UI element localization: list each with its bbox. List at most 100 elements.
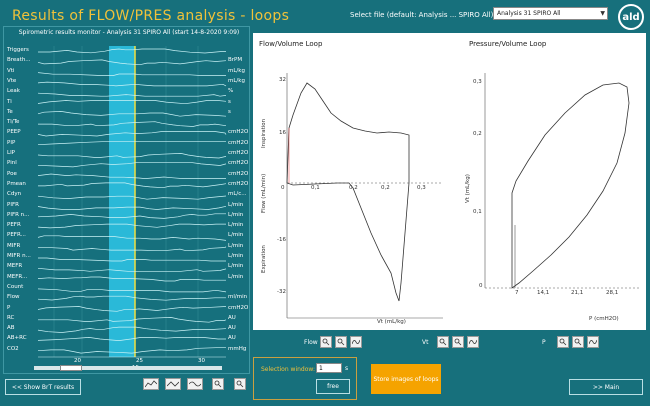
channel-label: MEFR... — [7, 273, 28, 280]
channel-label: AB — [7, 325, 15, 332]
inspiration-label: Inspiration — [261, 118, 267, 148]
file-select[interactable]: Analysis 31 SPIRO All ▼ — [493, 7, 608, 20]
channel-unit: AU — [228, 314, 236, 321]
file-select-value: Analysis 31 SPIRO All — [497, 10, 561, 17]
spirometric-monitor[interactable]: Spirometric results monitor - Analysis 3… — [3, 26, 250, 374]
channel-unit: BrPM — [228, 57, 243, 64]
expiration-label: Expiration — [261, 245, 267, 273]
channel-unit: L/min — [228, 273, 244, 280]
channel-unit: L/min — [228, 253, 244, 259]
logo-text: ald — [622, 11, 640, 23]
trace-view-1-button[interactable] — [143, 378, 159, 390]
flow-volume-plot — [286, 73, 443, 319]
trace-view-2-button[interactable] — [165, 378, 181, 390]
channel-unit: L/min — [228, 211, 244, 218]
select-file-label: Select file (default: Analysis ... SPIRO… — [350, 11, 496, 19]
channel-trace — [37, 267, 227, 272]
channel-trace — [37, 81, 227, 87]
pressure-x-tick: 21,1 — [571, 290, 584, 296]
channel-unit: cmH2O — [228, 139, 249, 146]
channel-label: Ti — [7, 98, 12, 105]
channel-unit: AU — [228, 335, 236, 342]
channel-label: P — [7, 304, 11, 311]
loop-plot-area: Flow/Volume Loop Pressure/Volume Loop Fl… — [253, 33, 646, 330]
chart-icon — [145, 380, 157, 388]
time-scrollbar-thumb[interactable] — [60, 365, 82, 371]
channel-label: PEEP — [7, 129, 21, 136]
wave-icon — [589, 338, 597, 346]
channel-trace — [37, 288, 227, 293]
channel-trace — [37, 195, 227, 200]
store-images-button[interactable]: Store images of loops — [371, 364, 441, 394]
flow-volume-loop — [286, 82, 410, 302]
channel-unit: mmHg — [228, 345, 247, 352]
flow-autoscale-button[interactable] — [350, 336, 362, 348]
selection-window-label: Selection window: — [261, 366, 316, 373]
pressure-volume-loop — [511, 82, 630, 289]
channel-label: LIP — [7, 150, 16, 156]
p-zoom-out-button[interactable] — [572, 336, 584, 348]
flow-zoom-out-button[interactable] — [335, 336, 347, 348]
pressure-y-tick: 0,3 — [473, 79, 482, 85]
channel-label: AB+RC — [7, 335, 27, 342]
channel-trace — [38, 246, 227, 252]
channel-label: Poe — [7, 170, 17, 177]
channel-trace — [37, 161, 227, 168]
monitor-title: Spirometric results monitor - Analysis 3… — [18, 29, 240, 36]
flow-x-axis-label: Vt (mL/kg) — [377, 319, 406, 325]
channel-trace — [37, 235, 227, 241]
channel-unit: cmH2O — [228, 180, 249, 187]
free-button[interactable]: free — [316, 379, 350, 394]
channel-trace — [37, 223, 226, 229]
channel-label: Pmean — [7, 180, 26, 187]
pressure-volume-plot — [484, 73, 641, 289]
channel-label: MEFR — [7, 263, 23, 270]
main-button[interactable]: >> Main — [569, 379, 643, 395]
p-autoscale-button[interactable] — [587, 336, 599, 348]
zoom-in-icon — [439, 338, 447, 346]
vt-zoom-in-button[interactable] — [437, 336, 449, 348]
flow-y-axis-label: Flow (mL/min) — [261, 173, 267, 213]
pressure-x-tick: 28,1 — [606, 290, 619, 296]
chart-icon — [167, 380, 179, 388]
pressure-y-tick: 0 — [479, 283, 483, 289]
channel-trace — [37, 59, 227, 66]
vt-autoscale-button[interactable] — [467, 336, 479, 348]
channel-unit: L/min — [228, 222, 244, 229]
channel-unit: L/min — [228, 232, 244, 239]
channel-unit: mL/kg — [228, 67, 245, 74]
selection-band — [109, 46, 135, 357]
channel-trace — [37, 153, 227, 159]
selection-window-input[interactable]: 1 — [316, 363, 342, 373]
channel-unit: cmH2O — [228, 304, 249, 311]
flow-x-tick: 0,3 — [417, 185, 426, 191]
time-scrollbar[interactable] — [34, 366, 222, 370]
channel-label: CO2 — [7, 345, 19, 352]
channel-unit: s — [228, 108, 231, 115]
channel-label: Flow — [7, 294, 20, 301]
monitor-traces — [37, 46, 227, 358]
channel-unit: % — [228, 88, 234, 95]
channel-trace — [37, 92, 227, 97]
channel-label: MIFR n... — [7, 253, 31, 259]
monitor-zoom-out-button[interactable] — [234, 378, 246, 390]
channel-label: PIP — [7, 139, 16, 146]
monitor-zoom-in-button[interactable] — [212, 378, 224, 390]
show-brt-results-button[interactable]: << Show BrT results — [5, 379, 81, 395]
x-tick-30: 30 — [198, 358, 205, 364]
trace-view-3-button[interactable] — [187, 378, 203, 390]
flow-y-tick: 32 — [279, 77, 286, 83]
pressure-y-tick: 0,1 — [473, 209, 482, 215]
flow-x-tick: 0,2 — [349, 185, 358, 191]
page-title: Results of FLOW/PRES analysis - loops — [12, 8, 290, 24]
vt-zoom-out-button[interactable] — [452, 336, 464, 348]
channel-trace — [37, 295, 226, 301]
p-zoom-in-button[interactable] — [557, 336, 569, 348]
channel-label: Vte — [7, 77, 17, 84]
selection-window-unit: s — [345, 365, 349, 372]
p-zoom-label: P — [542, 339, 546, 346]
channel-label: Cdyn — [7, 191, 22, 198]
channel-trace — [37, 131, 227, 137]
flow-zoom-in-button[interactable] — [320, 336, 332, 348]
channel-trace — [38, 48, 226, 54]
